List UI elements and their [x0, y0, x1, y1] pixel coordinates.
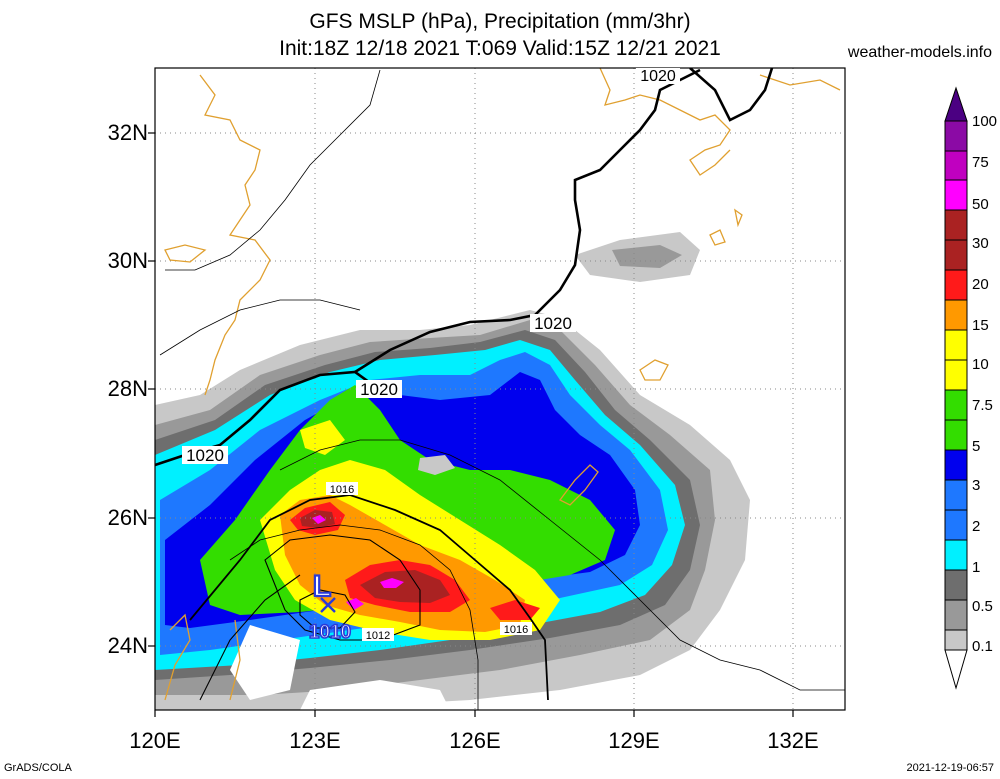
- isobar-label-inner: 1016: [330, 484, 354, 496]
- software-credit: GrADS/COLA: [4, 762, 72, 774]
- isobars-1016: [189, 494, 549, 701]
- lon-label-123e: 123E: [289, 728, 341, 753]
- isobar-label-west: 1020: [186, 446, 224, 465]
- colorbar-label: 15: [972, 317, 989, 334]
- graticule: [155, 68, 845, 710]
- colorbar-label: 20: [972, 276, 989, 293]
- isobar-label-south: 1016: [504, 624, 528, 636]
- colorbar-label: 75: [972, 154, 989, 171]
- isobar-label-near-low: 1012: [366, 630, 390, 642]
- lon-label-132e: 132E: [767, 728, 819, 753]
- colorbar-label: 50: [972, 196, 989, 213]
- precip-field: [155, 232, 750, 710]
- lon-label-129e: 129E: [608, 728, 660, 753]
- colorbar: [944, 86, 968, 690]
- colorbar-label: 7.5: [972, 397, 993, 414]
- boundaries: [159, 69, 845, 710]
- low-center-marker: [320, 597, 336, 613]
- isobars-thin: [199, 534, 421, 701]
- low-pressure-value: 1010: [309, 622, 351, 643]
- lat-label-24n: 24N: [107, 633, 148, 658]
- lat-label-26n: 26N: [107, 505, 148, 530]
- lon-label-126e: 126E: [449, 728, 501, 753]
- isobar-label-mid-east: 1020: [534, 314, 572, 333]
- colorbar-label: 5: [972, 438, 981, 455]
- colorbar-label: 0.1: [972, 638, 993, 655]
- lat-label-28n: 28N: [107, 376, 148, 401]
- axis-ticks: [148, 132, 794, 717]
- low-center: L 1010: [308, 569, 352, 644]
- timestamp: 2021-12-19-06:57: [906, 762, 994, 774]
- lat-label-30n: 30N: [107, 248, 148, 273]
- map-title: GFS MSLP (hPa), Precipitation (mm/3hr): [309, 10, 691, 33]
- colorbar-label: 0.5: [972, 598, 993, 615]
- colorbar-label: 100: [972, 113, 998, 130]
- isobar-label-top: 1020: [640, 68, 676, 85]
- isobar-label-mid: 1020: [360, 380, 398, 399]
- colorbar-label: 30: [972, 235, 989, 252]
- lat-label-32n: 32N: [107, 120, 148, 145]
- map-subtitle: Init:18Z 12/18 2021 T:069 Valid:15Z 12/2…: [279, 37, 721, 60]
- isobar-labels: 1020 1020 1020 1020 1016 1016 1012: [182, 68, 680, 642]
- site-label: weather-models.info: [847, 44, 992, 61]
- lon-label-120e: 120E: [129, 728, 181, 753]
- colorbar-label: 10: [972, 356, 989, 373]
- coastline: [164, 68, 841, 701]
- colorbar-label: 2: [972, 518, 981, 535]
- colorbar-label: 1: [972, 559, 981, 576]
- low-symbol: L: [313, 570, 331, 603]
- colorbar-label: 3: [972, 477, 981, 494]
